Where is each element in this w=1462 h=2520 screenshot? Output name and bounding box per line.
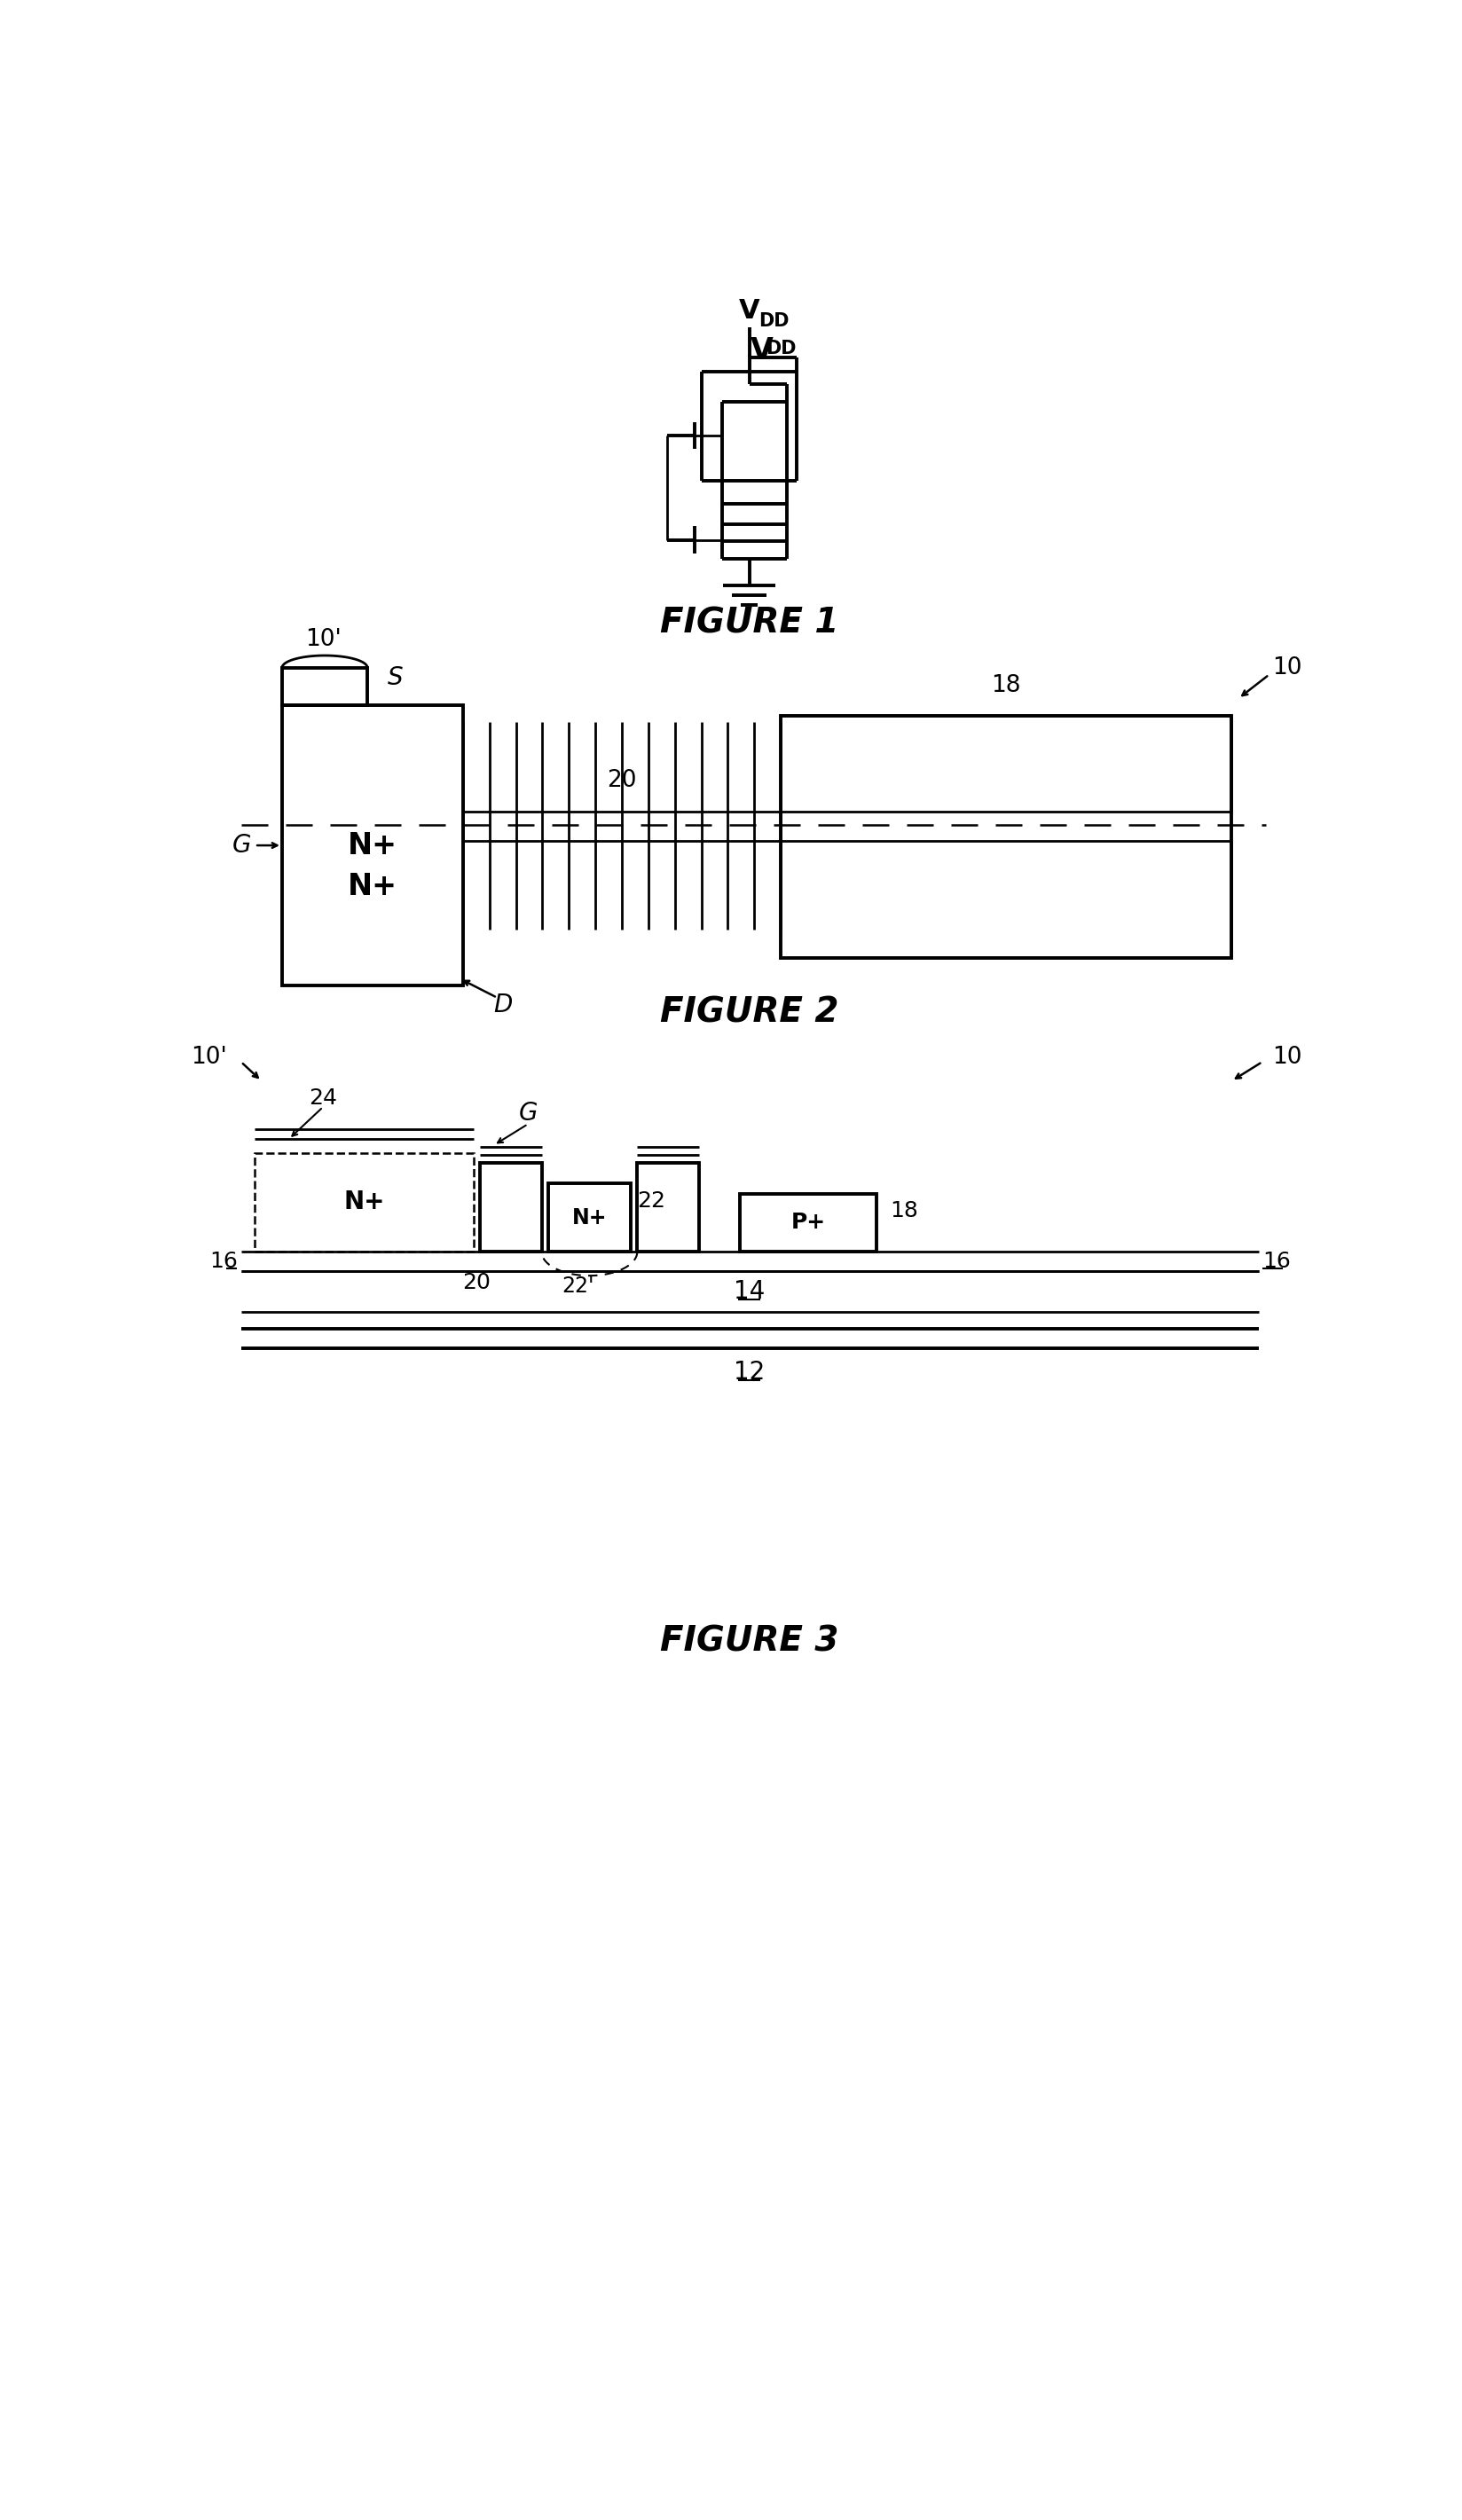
Text: 18: 18: [991, 675, 1020, 698]
Text: P+: P+: [791, 1212, 826, 1232]
Text: 10: 10: [1272, 655, 1303, 680]
Text: FIGURE 2: FIGURE 2: [659, 995, 839, 1031]
Text: DD: DD: [759, 312, 789, 330]
Text: D: D: [494, 993, 513, 1018]
Text: 10': 10': [306, 627, 341, 650]
Text: 20: 20: [607, 769, 637, 791]
Text: FIGURE 1: FIGURE 1: [659, 607, 839, 640]
Bar: [740, 1194, 876, 1252]
Text: S: S: [387, 665, 404, 690]
Bar: [480, 1162, 541, 1252]
Text: V: V: [738, 297, 760, 323]
Text: N+: N+: [344, 1189, 385, 1215]
Bar: [637, 1162, 699, 1252]
Text: 16: 16: [1262, 1250, 1291, 1273]
Text: FIGURE 3: FIGURE 3: [659, 1625, 839, 1658]
Text: 20: 20: [462, 1273, 491, 1293]
Text: 24: 24: [308, 1086, 338, 1109]
Text: N+: N+: [348, 872, 398, 902]
Text: V: V: [750, 338, 773, 365]
Text: 10': 10': [192, 1046, 228, 1068]
Bar: [548, 1184, 630, 1252]
Text: G: G: [232, 834, 251, 857]
Text: 18: 18: [890, 1200, 918, 1222]
Bar: [282, 706, 463, 985]
Text: N+: N+: [348, 832, 398, 859]
Text: DD: DD: [766, 340, 797, 358]
Text: 22': 22': [561, 1275, 595, 1298]
Bar: [282, 668, 367, 706]
Text: G: G: [519, 1101, 538, 1126]
Text: 16: 16: [209, 1250, 238, 1273]
Text: 22: 22: [637, 1189, 665, 1212]
Bar: [254, 1152, 474, 1252]
Text: 14: 14: [734, 1280, 765, 1303]
Bar: [781, 716, 1231, 958]
Text: N+: N+: [572, 1207, 607, 1227]
Text: 10: 10: [1272, 1046, 1303, 1068]
Text: 12: 12: [734, 1361, 765, 1383]
